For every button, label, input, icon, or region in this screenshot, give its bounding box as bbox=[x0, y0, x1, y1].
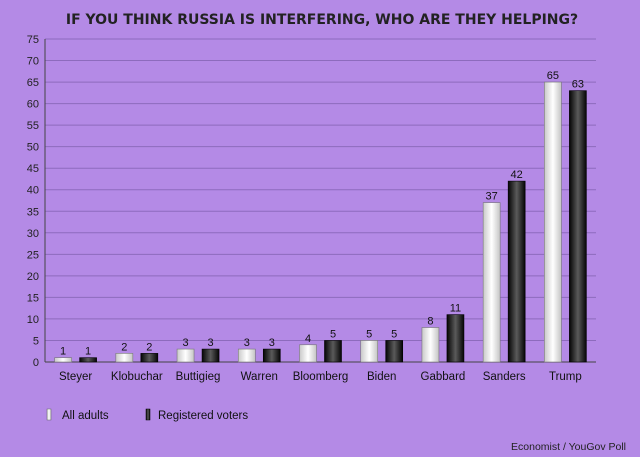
data-label-bloomberg-registered-voters: 5 bbox=[330, 328, 336, 340]
category-labels: Steyer Klobuchar Buttigieg Warren Bloomberg B… bbox=[59, 371, 582, 383]
y-tick-labels: 0 5 10 15 20 25 30 35 40 45 50 55 60 65 70 75 bbox=[27, 34, 39, 369]
bar-warren-registered-voters bbox=[262, 348, 281, 363]
y-tick-30: 30 bbox=[27, 228, 39, 240]
y-tick-75: 75 bbox=[27, 34, 39, 46]
y-tick-45: 45 bbox=[27, 163, 39, 175]
category-label-gabbard: Gabbard bbox=[421, 371, 466, 383]
data-label-trump-all-adults: 65 bbox=[547, 70, 559, 82]
bar-klobuchar-all-adults bbox=[115, 353, 134, 363]
bar-warren-all-adults bbox=[237, 348, 256, 363]
y-tick-65: 65 bbox=[27, 77, 39, 89]
y-tick-35: 35 bbox=[27, 206, 39, 218]
bar-biden-all-adults bbox=[360, 340, 379, 363]
bar-sanders-registered-voters bbox=[507, 180, 526, 363]
y-tick-50: 50 bbox=[27, 142, 39, 154]
data-label-gabbard-registered-voters: 11 bbox=[450, 303, 461, 315]
y-tick-55: 55 bbox=[27, 120, 39, 132]
bar-klobuchar-registered-voters bbox=[140, 353, 159, 363]
grid-lines bbox=[45, 38, 596, 341]
chart-title: IF YOU THINK RUSSIA IS INTERFERING, WHO … bbox=[66, 12, 578, 28]
y-tick-0: 0 bbox=[33, 357, 39, 369]
category-label-steyer: Steyer bbox=[59, 371, 92, 383]
data-label-trump-registered-voters: 63 bbox=[572, 79, 584, 91]
bars bbox=[54, 81, 587, 363]
bar-bloomberg-all-adults bbox=[299, 344, 317, 363]
bar-steyer-registered-voters bbox=[79, 357, 97, 363]
y-tick-70: 70 bbox=[27, 56, 39, 68]
legend-item-all-adults: All adults bbox=[46, 408, 109, 422]
category-label-buttigieg: Buttigieg bbox=[176, 371, 221, 383]
legend-swatch-all-adults bbox=[46, 408, 52, 421]
legend-label-all-adults: All adults bbox=[62, 410, 109, 422]
category-label-trump: Trump bbox=[549, 371, 582, 383]
bar-biden-registered-voters bbox=[385, 340, 404, 363]
category-label-sanders: Sanders bbox=[483, 371, 526, 383]
data-label-buttigieg-registered-voters: 3 bbox=[207, 337, 213, 349]
data-label-sanders-registered-voters: 42 bbox=[511, 169, 523, 181]
data-label-gabbard-all-adults: 8 bbox=[427, 316, 433, 328]
bar-gabbard-registered-voters bbox=[446, 314, 465, 363]
data-label-warren-registered-voters: 3 bbox=[269, 337, 275, 349]
bar-steyer-all-adults bbox=[54, 357, 72, 363]
data-label-klobuchar-all-adults: 2 bbox=[121, 341, 127, 353]
bar-buttigieg-all-adults bbox=[176, 348, 195, 363]
bar-bloomberg-registered-voters bbox=[324, 340, 342, 363]
legend-item-registered-voters: Registered voters bbox=[145, 408, 248, 422]
data-label-warren-all-adults: 3 bbox=[244, 337, 250, 349]
y-tick-5: 5 bbox=[33, 335, 39, 347]
data-label-bloomberg-all-adults: 4 bbox=[305, 333, 311, 345]
y-tick-10: 10 bbox=[27, 314, 39, 326]
data-label-klobuchar-registered-voters: 2 bbox=[146, 341, 152, 353]
category-label-biden: Biden bbox=[367, 371, 396, 383]
data-label-biden-registered-voters: 5 bbox=[391, 328, 397, 340]
category-label-warren: Warren bbox=[241, 371, 278, 383]
bar-buttigieg-registered-voters bbox=[201, 348, 220, 363]
y-tick-60: 60 bbox=[27, 99, 39, 111]
bar-trump-registered-voters bbox=[569, 90, 587, 363]
category-label-bloomberg: Bloomberg bbox=[293, 371, 349, 383]
source-note: Economist / YouGov Poll bbox=[511, 441, 626, 453]
data-label-sanders-all-adults: 37 bbox=[486, 191, 498, 203]
y-tick-15: 15 bbox=[27, 292, 39, 304]
legend-label-registered-voters: Registered voters bbox=[158, 410, 248, 422]
axes bbox=[44, 39, 596, 363]
legend-swatch-registered-voters bbox=[145, 408, 151, 421]
category-label-klobuchar: Klobuchar bbox=[111, 371, 163, 383]
bar-gabbard-all-adults bbox=[421, 327, 440, 363]
data-label-steyer-all-adults: 1 bbox=[60, 346, 66, 358]
data-label-steyer-registered-voters: 1 bbox=[85, 346, 91, 358]
bar-trump-all-adults bbox=[544, 81, 562, 363]
data-label-buttigieg-all-adults: 3 bbox=[182, 337, 188, 349]
legend: All adults Registered voters bbox=[46, 408, 248, 422]
y-tick-25: 25 bbox=[27, 249, 39, 261]
bar-sanders-all-adults bbox=[482, 202, 501, 363]
y-tick-20: 20 bbox=[27, 271, 39, 283]
y-tick-40: 40 bbox=[27, 185, 39, 197]
data-label-biden-all-adults: 5 bbox=[366, 328, 372, 340]
